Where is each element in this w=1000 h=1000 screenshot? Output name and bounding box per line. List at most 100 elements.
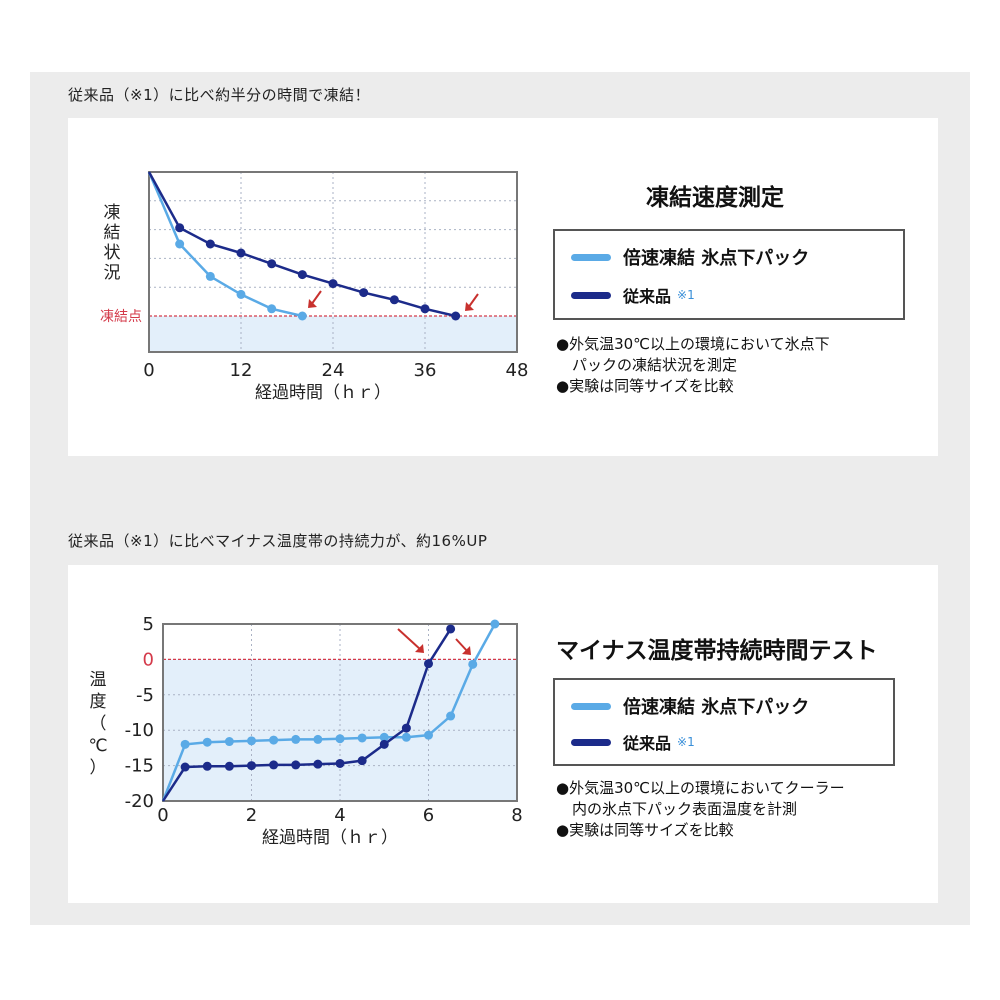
y-axis-label-char: 度 [90, 692, 107, 712]
series-line-conventional [147, 171, 456, 318]
y-tick-label: -15 [125, 756, 154, 777]
data-point-conventional [267, 259, 277, 269]
y-axis-label-char: （ [90, 714, 107, 734]
data-point-fast [297, 311, 307, 321]
legend-swatch-fast [571, 702, 611, 710]
data-point-conventional [359, 288, 369, 298]
freeze-point-label: 凍結点 [100, 309, 142, 325]
y-axis-label-char: 況 [104, 263, 121, 283]
arrow-head [465, 302, 474, 311]
data-point-fast [236, 289, 246, 299]
y-tick-label: -10 [125, 720, 154, 741]
legend-item-fast: 倍速凍結 氷点下パック [571, 693, 809, 719]
note-line: パックの凍結状況を測定 [572, 356, 738, 374]
y-axis-label-char: 状 [104, 243, 121, 263]
data-point-conventional [205, 239, 215, 249]
chart2-title: マイナス温度帯持続時間テスト [556, 638, 878, 664]
plot-frame [148, 171, 518, 353]
data-point-fast [313, 734, 323, 744]
x-tick-label: 8 [511, 805, 522, 826]
x-tick-label: 48 [506, 360, 529, 381]
chart1-legend: 倍速凍結 氷点下パック 従来品 ※1 [553, 229, 905, 320]
x-tick-label: 24 [322, 360, 345, 381]
data-point-fast [180, 739, 190, 749]
arrow-shaft [455, 638, 469, 653]
plot-frame [162, 623, 518, 802]
data-point-fast [247, 736, 256, 746]
data-point-conventional [328, 279, 338, 289]
arrow-head [308, 299, 317, 308]
data-point-conventional [269, 760, 279, 770]
legend-label-conventional: 従来品 [623, 734, 672, 753]
y-tick-label-zero: 0 [143, 649, 154, 670]
data-point-conventional [236, 248, 246, 258]
data-point-conventional [357, 756, 367, 766]
series-line-fast [147, 171, 303, 318]
data-point-fast [224, 737, 234, 747]
x-tick-label: 2 [246, 805, 257, 826]
data-point-conventional [247, 761, 256, 771]
data-point-fast [468, 659, 478, 669]
data-point-fast [205, 271, 215, 281]
data-point-conventional [291, 760, 301, 770]
data-point-conventional [175, 223, 185, 233]
data-point-fast [175, 239, 185, 249]
legend-item-fast: 倍速凍結 氷点下パック [571, 244, 809, 270]
note-line: ●外気温30℃以上の環境において氷点下 [556, 335, 830, 353]
note-line: ●実験は同等サイズを比較 [556, 821, 734, 839]
data-point-fast [335, 734, 345, 744]
data-point-fast [291, 734, 301, 744]
data-point-fast [424, 730, 433, 740]
data-point-conventional [313, 759, 323, 769]
section2-heading: 従来品（※1）に比べマイナス温度帯の持続力が、約16%UP [68, 532, 488, 550]
freeze-speed-panel: 0 12 24 36 48 経過時間（ｈｒ） 凍結状況凍結点 凍結速度測定 倍速凍結 氷点下… [68, 118, 938, 456]
legend-label-conventional: 従来品 [623, 287, 672, 306]
arrow-shaft [397, 628, 422, 651]
x-tick-label: 0 [143, 360, 154, 381]
data-point-conventional [446, 624, 456, 634]
x-tick-label: 6 [423, 805, 434, 826]
data-point-conventional [389, 295, 399, 305]
legend-swatch-conventional [571, 291, 611, 299]
x-tick-label: 12 [230, 360, 253, 381]
y-tick-label: -5 [136, 685, 154, 706]
minus-duration-chart: 0 2 4 6 8 5 0 -5 -10 -15 -20 経過時間（ｈｒ） 温度（℃） [88, 614, 522, 848]
legend-item-conventional: 従来品 ※1 [571, 282, 695, 308]
data-point-fast [401, 732, 411, 742]
data-point-fast [379, 732, 389, 742]
data-point-fast [357, 733, 367, 743]
data-point-fast [202, 737, 212, 747]
y-axis-label-char: ） [90, 758, 107, 778]
data-point-fast [490, 619, 500, 629]
data-point-conventional [202, 761, 212, 771]
data-point-conventional [180, 762, 190, 772]
arrow-head [415, 644, 424, 653]
data-point-conventional [335, 758, 345, 768]
data-point-conventional [424, 659, 433, 669]
note-line: ●実験は同等サイズを比較 [556, 377, 734, 395]
y-tick-label: 5 [143, 614, 154, 635]
data-point-conventional [297, 270, 307, 280]
legend-swatch-fast [571, 253, 611, 261]
y-axis-label-char: ℃ [88, 736, 107, 756]
x-axis-label: 経過時間（ｈｒ） [255, 383, 391, 403]
legend-item-conventional: 従来品 ※1 [571, 729, 695, 755]
data-point-fast [446, 711, 456, 721]
section1-heading: 従来品（※1）に比べ約半分の時間で凍結！ [68, 86, 371, 104]
data-point-fast [269, 735, 279, 745]
legend-note-conventional: ※1 [677, 288, 695, 302]
legend-note-conventional: ※1 [677, 735, 695, 749]
data-point-conventional [420, 304, 430, 314]
y-axis-label-char: 温 [90, 670, 107, 690]
data-point-conventional [401, 723, 411, 733]
series-line-fast [161, 623, 496, 802]
note-line: ●外気温30℃以上の環境においてクーラー [556, 779, 845, 797]
data-point-conventional [379, 739, 389, 749]
x-tick-label: 36 [414, 360, 437, 381]
data-point-fast [267, 304, 277, 314]
data-point-conventional [224, 761, 234, 771]
y-tick-label: -20 [125, 791, 154, 812]
x-tick-label: 0 [157, 805, 168, 826]
chart2-notes: ●外気温30℃以上の環境においてクーラー 内の氷点下パック表面温度を計測 ●実験… [556, 778, 845, 841]
